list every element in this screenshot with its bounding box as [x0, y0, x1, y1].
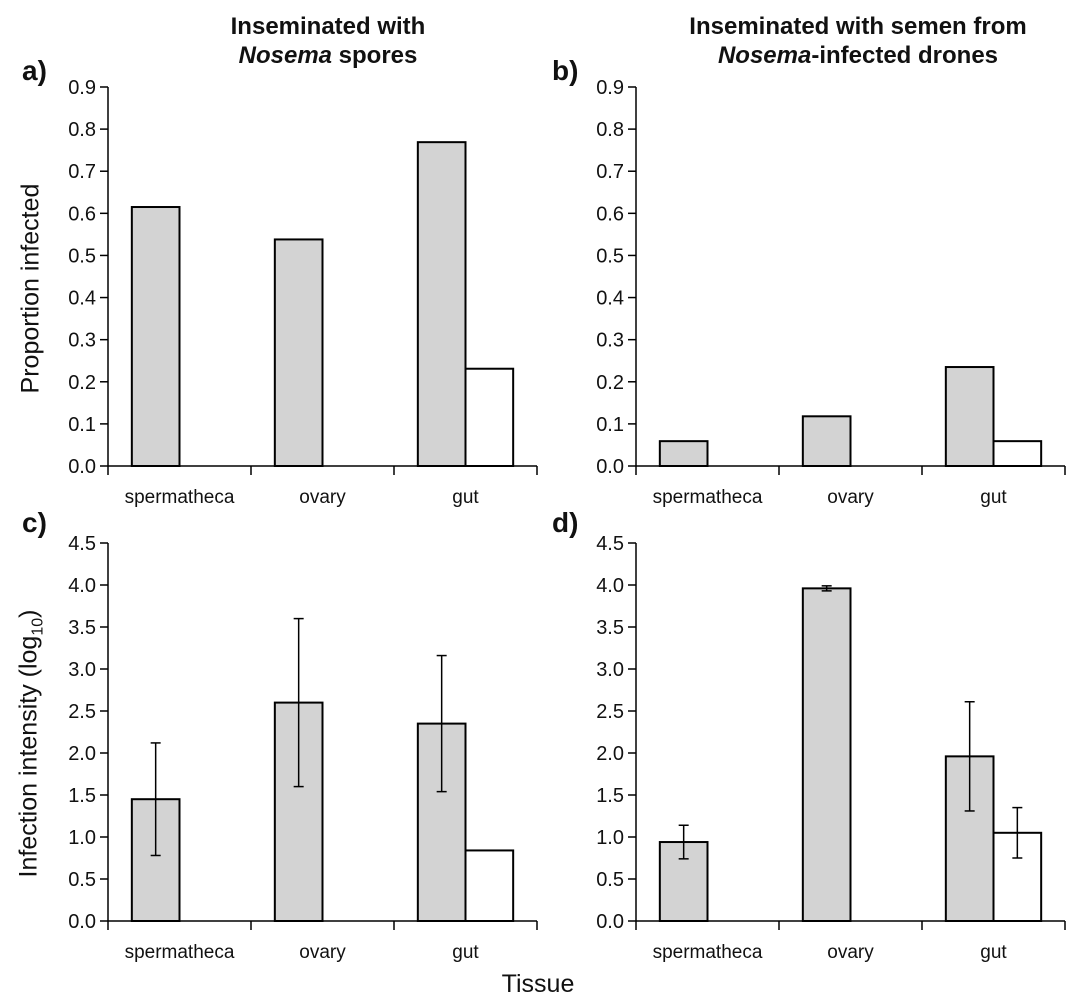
x-category-label: ovary	[827, 942, 874, 963]
y-tick-label: 4.5	[596, 533, 624, 555]
column-title-left: Inseminated with Nosema spores	[68, 12, 588, 70]
y-tick-label: 3.0	[596, 659, 624, 681]
y-tick-label: 2.0	[68, 743, 96, 765]
y-tick-label: 0.0	[68, 911, 96, 933]
bar	[801, 415, 852, 468]
x-category-label: spermatheca	[653, 487, 763, 508]
y-tick-label: 0.5	[68, 245, 96, 267]
y-tick-label: 0.4	[596, 288, 624, 310]
y-tick-label: 0.1	[68, 414, 96, 436]
y-tick-label: 1.5	[68, 785, 96, 807]
bar	[464, 849, 515, 922]
y-tick-label: 0.2	[596, 372, 624, 394]
panel-label: a)	[22, 55, 47, 86]
x-category-label: gut	[452, 487, 479, 508]
y-tick-label: 0.0	[596, 911, 624, 933]
y-tick-label: 1.0	[68, 827, 96, 849]
x-category-label: spermatheca	[653, 942, 763, 963]
y-tick-label: 2.5	[68, 701, 96, 723]
y-tick-label: 2.5	[596, 701, 624, 723]
y-tick-label: 0.0	[68, 456, 96, 478]
y-tick-label: 0.8	[68, 119, 96, 141]
x-category-label: gut	[980, 487, 1007, 508]
y-tick-label: 4.0	[596, 575, 624, 597]
y-tick-label: 0.1	[596, 414, 624, 436]
panel-label: d)	[552, 507, 578, 538]
y-tick-label: 0.5	[596, 245, 624, 267]
y-tick-label: 0.0	[596, 456, 624, 478]
column-title-right-italic: Nosema	[717, 42, 812, 69]
x-category-label: gut	[452, 942, 479, 963]
y-tick-label: 4.0	[68, 575, 96, 597]
x-category-label: ovary	[827, 487, 874, 508]
x-category-label: spermatheca	[125, 487, 235, 508]
y-tick-label: 0.9	[596, 77, 624, 99]
x-category-label: spermatheca	[125, 942, 235, 963]
column-title-left-line2: Nosema spores	[68, 41, 588, 70]
y-tick-label: 0.7	[596, 161, 624, 183]
x-category-label: gut	[980, 942, 1007, 963]
y-tick-label: 0.8	[596, 119, 624, 141]
bar	[992, 440, 1043, 468]
y-tick-label: 0.6	[596, 203, 624, 225]
bar	[130, 206, 181, 467]
y-tick-label: 0.5	[68, 869, 96, 891]
column-title-left-line1: Inseminated with	[230, 13, 426, 40]
y-tick-label: 1.0	[596, 827, 624, 849]
x-axis-label: Tissue	[501, 970, 575, 998]
y-tick-label: 3.5	[596, 617, 624, 639]
x-category-label: ovary	[299, 487, 346, 508]
bar	[658, 440, 709, 468]
y-tick-label: 0.5	[596, 869, 624, 891]
y-tick-label: 4.5	[68, 533, 96, 555]
column-title-right-line2: Nosema-infected drones	[598, 41, 1077, 70]
y-tick-label: 3.0	[68, 659, 96, 681]
y-tick-label: 0.9	[68, 77, 96, 99]
bar	[801, 587, 852, 922]
column-title-right-rest: -infected drones	[811, 42, 999, 69]
y-tick-label: 0.7	[68, 161, 96, 183]
column-title-right-line1: Inseminated with semen from	[689, 13, 1027, 40]
column-title-left-italic: Nosema	[238, 42, 332, 69]
panel-label: c)	[22, 507, 47, 538]
panel-label: b)	[552, 55, 578, 86]
y-tick-label: 0.6	[68, 203, 96, 225]
y-tick-label: 2.0	[596, 743, 624, 765]
bar	[944, 366, 995, 467]
y-tick-label: 3.5	[68, 617, 96, 639]
y-tick-label: 0.2	[68, 372, 96, 394]
x-category-label: ovary	[299, 942, 346, 963]
y-tick-label: 1.5	[596, 785, 624, 807]
y-tick-label: 0.4	[68, 288, 96, 310]
y-tick-label: 0.3	[68, 330, 96, 352]
column-title-left-rest: spores	[332, 42, 418, 69]
column-title-right: Inseminated with semen from Nosema-infec…	[598, 12, 1077, 70]
y-tick-label: 0.3	[596, 330, 624, 352]
